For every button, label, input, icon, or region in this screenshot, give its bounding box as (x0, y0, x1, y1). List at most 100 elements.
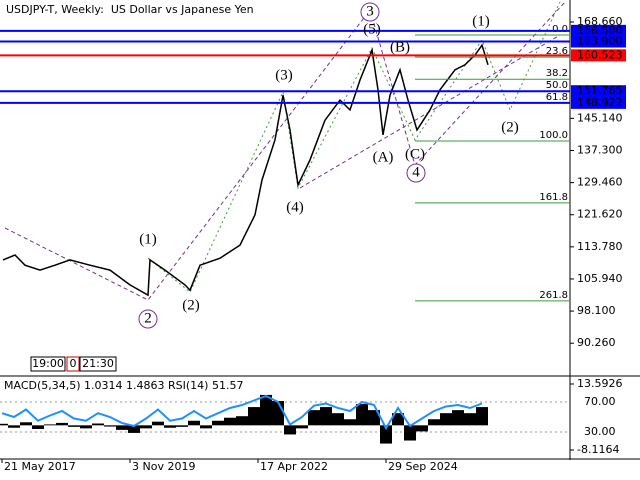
level-tag (571, 49, 626, 62)
macd-bar (260, 394, 272, 426)
macd-bar (332, 413, 344, 426)
wave-label: 4 (412, 164, 420, 180)
macd-bar (344, 419, 356, 426)
macd-bar (428, 419, 440, 426)
time-box (66, 356, 80, 372)
x-tick-label: 29 Sep 2024 (388, 460, 458, 473)
y-tick-label: 137.300 (577, 143, 623, 156)
macd-bar (56, 422, 68, 426)
x-tick-label: 3 Nov 2019 (132, 460, 195, 473)
macd-bar (164, 425, 176, 428)
level-tag (571, 35, 626, 48)
wave-circle (138, 309, 158, 329)
y-tick-label: 129.460 (577, 176, 623, 189)
wave-label: (1) (472, 13, 490, 29)
wave-label: (3) (275, 67, 293, 83)
fib-label: 61.8 (546, 92, 568, 103)
price-line (2, 43, 489, 297)
macd-bar (404, 425, 416, 441)
macd-bar (440, 413, 452, 426)
macd-bar (272, 401, 284, 426)
x-tick-label: 21 May 2017 (4, 460, 76, 473)
fib-label: 261.8 (539, 290, 568, 301)
macd-bar (296, 425, 308, 429)
level-label: 160.523 (577, 48, 623, 61)
wave-circle (406, 163, 426, 183)
wave-label: (5) (363, 21, 381, 37)
macd-bar (236, 416, 248, 426)
chart-title: USDJPY-T, Weekly: US Dollar vs Japanese … (6, 3, 254, 16)
time-box (79, 356, 117, 372)
macd-bar (92, 423, 104, 426)
time-box-label: 0 (70, 357, 77, 370)
fib-label: 23.6 (546, 46, 568, 57)
wave-label: (1) (139, 231, 157, 247)
macd-bar (140, 425, 152, 429)
macd-bar (8, 425, 20, 428)
macd-bar (452, 410, 464, 426)
fib-label: 50.0 (546, 80, 568, 91)
macd-bar (116, 425, 128, 430)
level-tag (571, 24, 626, 37)
wave-label: 2 (144, 310, 152, 326)
macd-bar (392, 413, 404, 426)
wave-label: (4) (286, 199, 304, 215)
macd-bar (176, 425, 188, 427)
macd-bar (464, 413, 476, 426)
level-label: 163.900 (577, 34, 623, 47)
macd-bar (284, 425, 296, 435)
y-tick-label: 113.780 (577, 240, 623, 253)
channel-line (299, 34, 561, 189)
macd-bar (68, 425, 80, 427)
macd-bar (80, 425, 92, 429)
macd-bar (476, 407, 488, 426)
time-box-label: 21:30 (82, 357, 114, 370)
wave-label: (B) (390, 39, 410, 55)
indicator-title: MACD(5,34,5) 1.0314 1.4863 RSI(14) 51.57 (4, 379, 243, 392)
macd-bar (20, 422, 32, 426)
macd-bar (320, 407, 332, 426)
macd-bar (152, 421, 164, 426)
macd-bar (44, 424, 56, 426)
macd-bar (32, 425, 44, 429)
y-tick-label: -8.1164 (577, 443, 619, 456)
y2-tick-label: 70.00 (584, 395, 616, 408)
y-tick-label: 121.620 (577, 208, 623, 221)
y-tick-label: 145.140 (577, 111, 623, 124)
wave-label: (2) (501, 119, 519, 135)
x-tick-label: 17 Apr 2022 (260, 460, 328, 473)
macd-bar (128, 425, 140, 433)
macd-bar (188, 420, 200, 426)
wave-label: (2) (182, 297, 200, 313)
macd-bar (368, 410, 380, 426)
y2-tick-label: 30.00 (584, 425, 616, 438)
macd-bar (224, 417, 236, 426)
y-tick-label: 168.660 (577, 15, 623, 28)
fib-label: 0.0 (552, 24, 568, 35)
fib-label: 38.2 (546, 68, 568, 79)
level-label: 166.500 (577, 24, 623, 37)
y-tick-label: 105.940 (577, 272, 623, 285)
y-tick-label: 13.5926 (577, 377, 623, 390)
wave-circle (360, 2, 380, 22)
fib-label: 161.8 (539, 192, 568, 203)
macd-bar (416, 425, 428, 432)
macd-bar (380, 425, 392, 444)
macd-bar (0, 423, 8, 426)
macd-bar (308, 410, 320, 426)
wave-label: (A) (373, 149, 394, 165)
level-label: 148.922 (577, 96, 623, 109)
time-box (30, 356, 66, 372)
level-tag (571, 96, 626, 109)
y-tick-label: 98.100 (577, 304, 616, 317)
macd-bar (356, 404, 368, 426)
y-tick-label: 90.260 (577, 336, 616, 349)
level-tag (571, 85, 626, 98)
macd-bar (200, 425, 212, 429)
price-line (1, 394, 483, 431)
wave-label: (C) (405, 146, 425, 162)
time-box-label: 19:00 (32, 357, 64, 370)
